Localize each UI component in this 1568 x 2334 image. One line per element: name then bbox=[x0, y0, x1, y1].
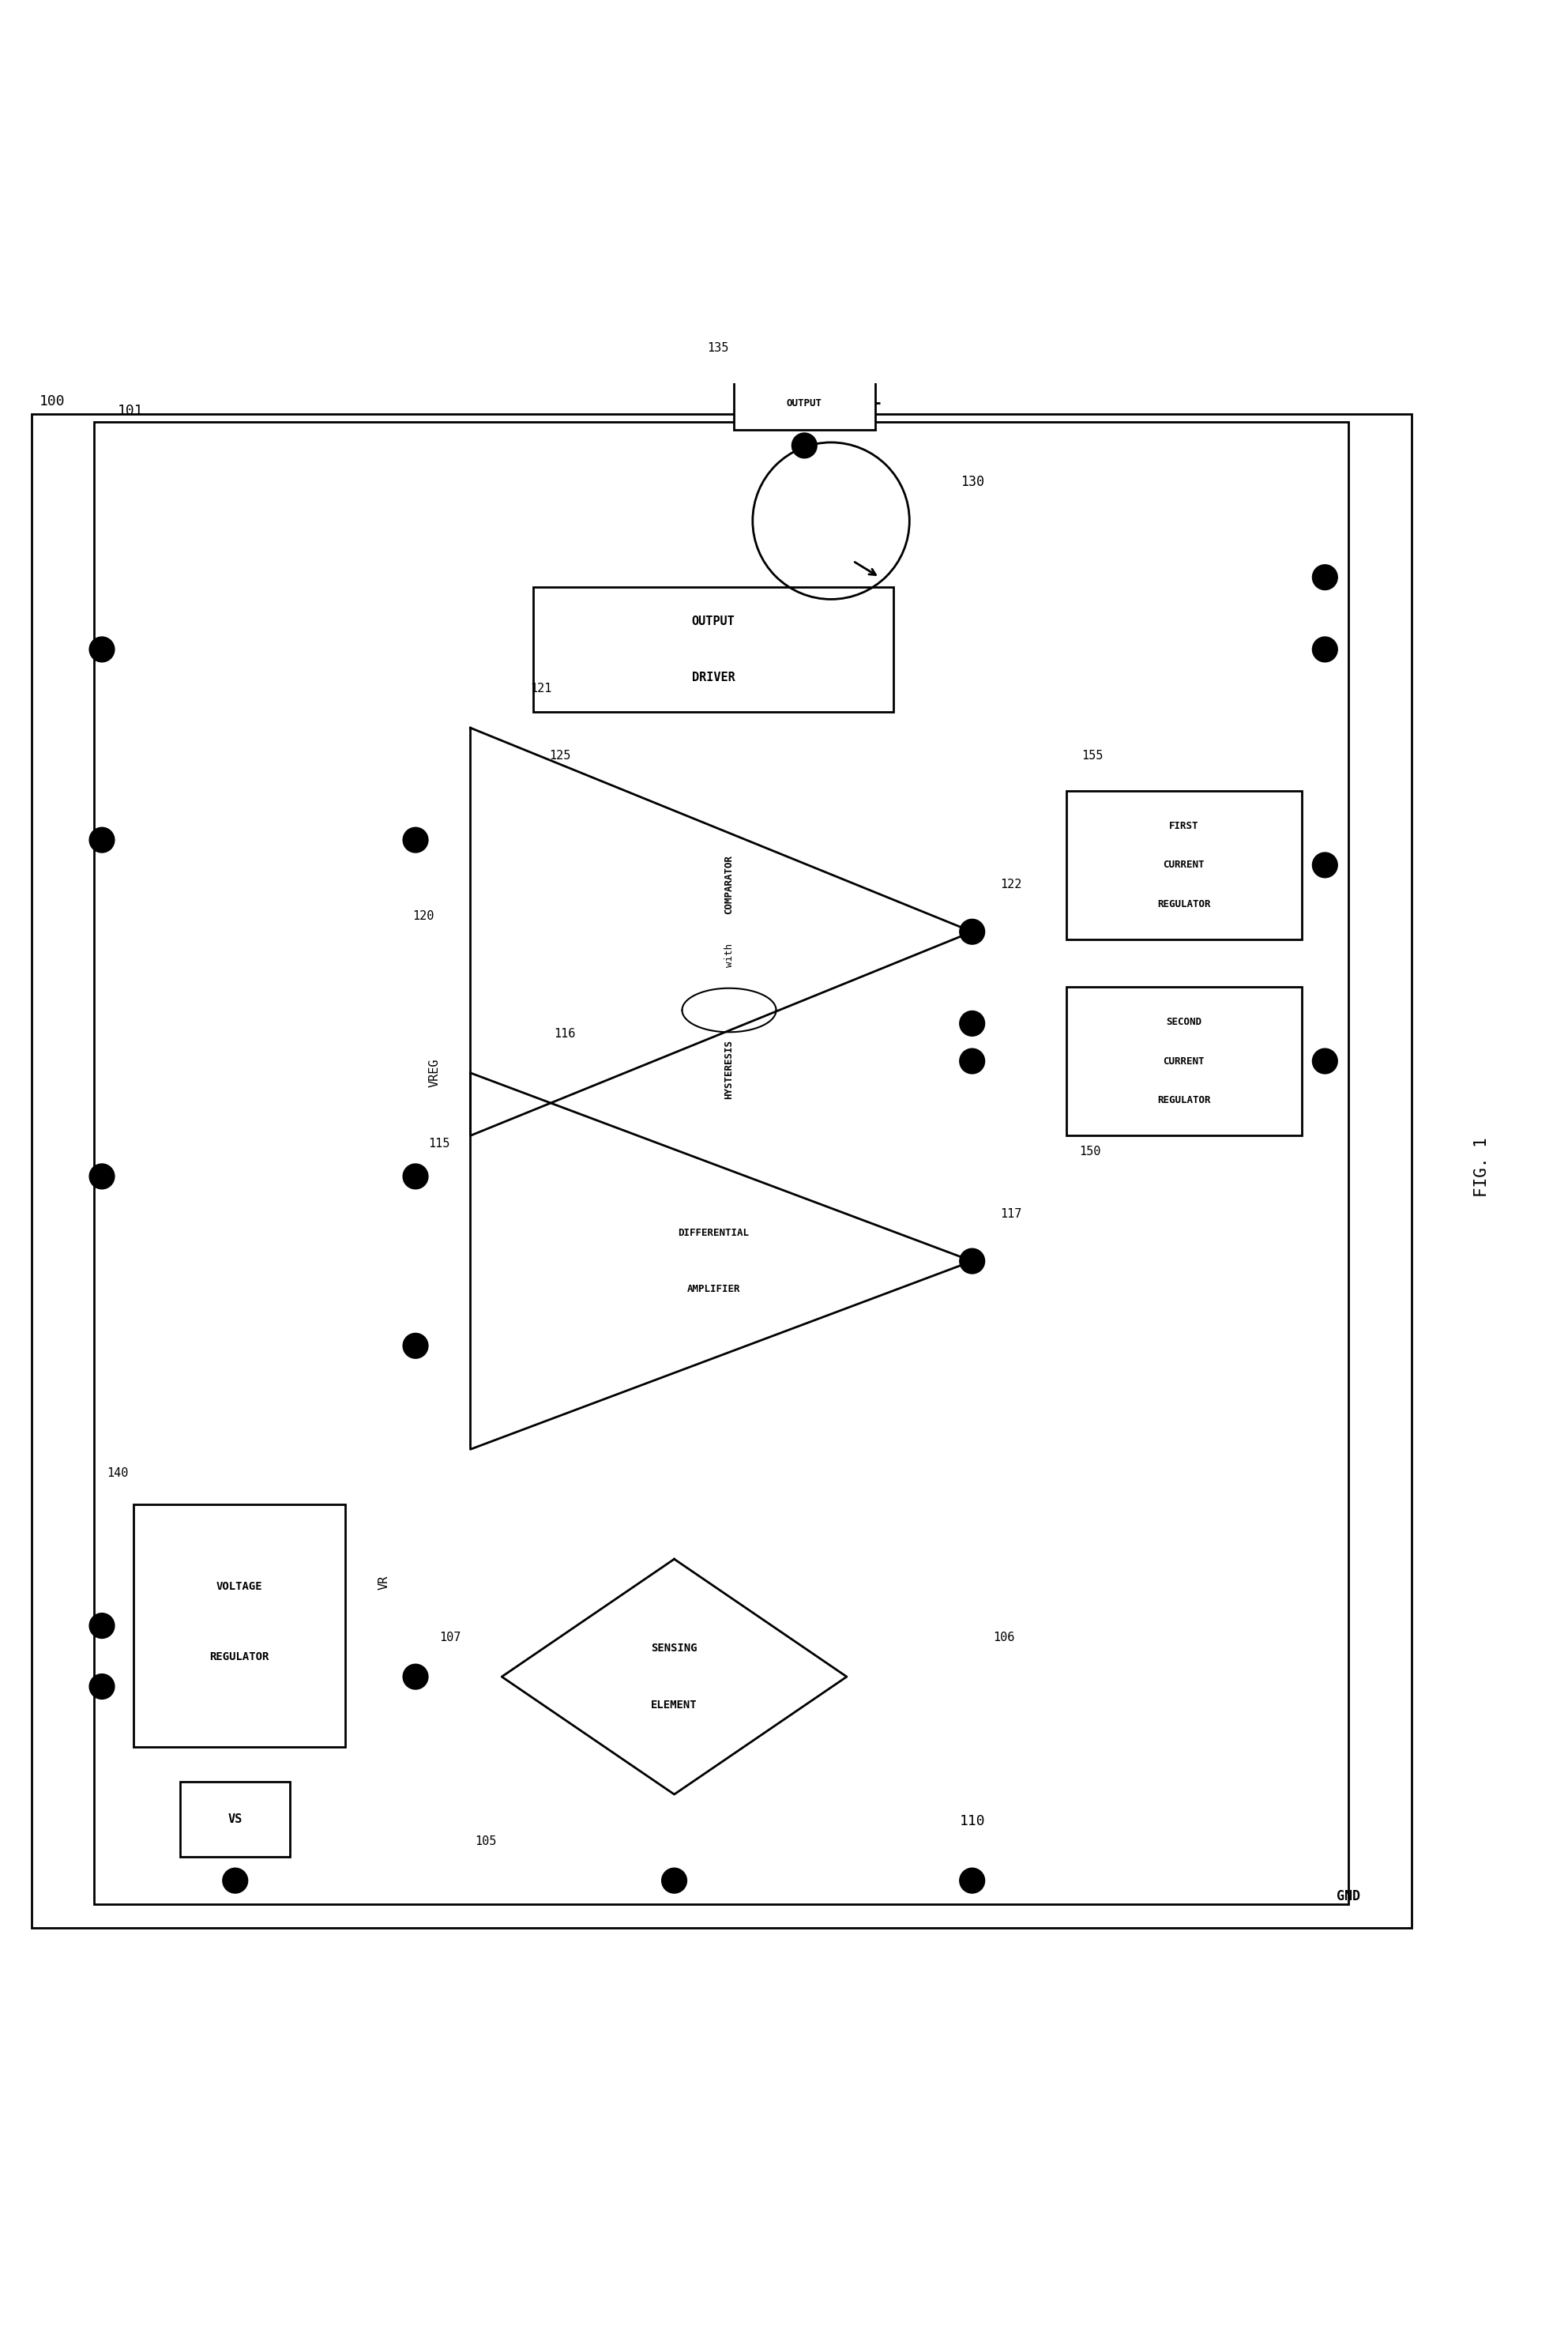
Text: 110: 110 bbox=[960, 1814, 985, 1828]
Circle shape bbox=[662, 1867, 687, 1893]
Text: 105: 105 bbox=[475, 1835, 497, 1846]
Text: 106: 106 bbox=[993, 1631, 1014, 1643]
Bar bbox=[180, 1781, 290, 1858]
Text: 135: 135 bbox=[707, 343, 729, 355]
Text: CURRENT: CURRENT bbox=[1163, 1055, 1204, 1067]
Circle shape bbox=[960, 1867, 985, 1893]
Text: FIG. 1: FIG. 1 bbox=[1474, 1137, 1490, 1197]
Text: AMPLIFIER: AMPLIFIER bbox=[687, 1284, 740, 1295]
Text: GND: GND bbox=[1336, 1888, 1361, 1905]
Text: 150: 150 bbox=[1079, 1146, 1101, 1158]
Text: REGULATOR: REGULATOR bbox=[210, 1652, 268, 1662]
Text: 100: 100 bbox=[39, 394, 64, 408]
Text: SECOND: SECOND bbox=[1167, 1018, 1201, 1027]
Circle shape bbox=[403, 1165, 428, 1188]
Circle shape bbox=[89, 1673, 114, 1699]
Text: 117: 117 bbox=[1000, 1209, 1022, 1221]
Circle shape bbox=[403, 1333, 428, 1358]
Text: VR: VR bbox=[378, 1575, 390, 1589]
Circle shape bbox=[960, 1048, 985, 1074]
Bar bbox=[133, 1503, 345, 1748]
Circle shape bbox=[89, 1613, 114, 1638]
Bar bbox=[1066, 987, 1301, 1137]
Text: COMPARATOR: COMPARATOR bbox=[724, 854, 734, 915]
Text: 107: 107 bbox=[439, 1631, 461, 1643]
Text: REGULATOR: REGULATOR bbox=[1157, 1095, 1210, 1106]
Text: 115: 115 bbox=[428, 1137, 450, 1148]
Bar bbox=[533, 586, 894, 712]
Text: VS: VS bbox=[227, 1814, 243, 1825]
Text: VOLTAGE: VOLTAGE bbox=[216, 1580, 262, 1592]
Bar bbox=[94, 422, 1348, 1905]
Text: 155: 155 bbox=[1082, 749, 1104, 761]
Circle shape bbox=[960, 1011, 985, 1036]
Text: with: with bbox=[724, 943, 734, 966]
Circle shape bbox=[1312, 637, 1338, 663]
Text: HYSTERESIS: HYSTERESIS bbox=[724, 1041, 734, 1099]
Circle shape bbox=[89, 829, 114, 852]
Text: 125: 125 bbox=[549, 749, 571, 761]
Text: SENSING: SENSING bbox=[651, 1643, 698, 1655]
Bar bbox=[734, 376, 875, 429]
Circle shape bbox=[89, 637, 114, 663]
Text: OUTPUT: OUTPUT bbox=[691, 616, 735, 628]
Bar bbox=[1066, 791, 1301, 941]
Circle shape bbox=[960, 1249, 985, 1274]
Circle shape bbox=[223, 1867, 248, 1893]
Text: 122: 122 bbox=[1000, 880, 1022, 892]
Text: DIFFERENTIAL: DIFFERENTIAL bbox=[677, 1228, 750, 1237]
Circle shape bbox=[89, 1165, 114, 1188]
Circle shape bbox=[403, 829, 428, 852]
Circle shape bbox=[1312, 565, 1338, 591]
Text: 120: 120 bbox=[412, 910, 434, 922]
Text: 140: 140 bbox=[107, 1466, 129, 1480]
Text: VREG: VREG bbox=[428, 1060, 441, 1088]
Circle shape bbox=[403, 1664, 428, 1690]
Text: 101: 101 bbox=[118, 404, 143, 418]
Bar bbox=[31, 413, 1411, 1928]
Text: OUTPUT: OUTPUT bbox=[787, 399, 822, 408]
Text: CURRENT: CURRENT bbox=[1163, 859, 1204, 871]
Text: REGULATOR: REGULATOR bbox=[1157, 899, 1210, 910]
Text: FIRST: FIRST bbox=[1170, 822, 1198, 831]
Circle shape bbox=[1312, 1048, 1338, 1074]
Text: ELEMENT: ELEMENT bbox=[651, 1699, 698, 1711]
Text: 130: 130 bbox=[960, 474, 985, 488]
Circle shape bbox=[960, 920, 985, 945]
Circle shape bbox=[1312, 852, 1338, 878]
Text: DRIVER: DRIVER bbox=[691, 672, 735, 684]
Circle shape bbox=[792, 434, 817, 457]
Text: 116: 116 bbox=[554, 1027, 575, 1039]
Text: 121: 121 bbox=[530, 684, 552, 696]
